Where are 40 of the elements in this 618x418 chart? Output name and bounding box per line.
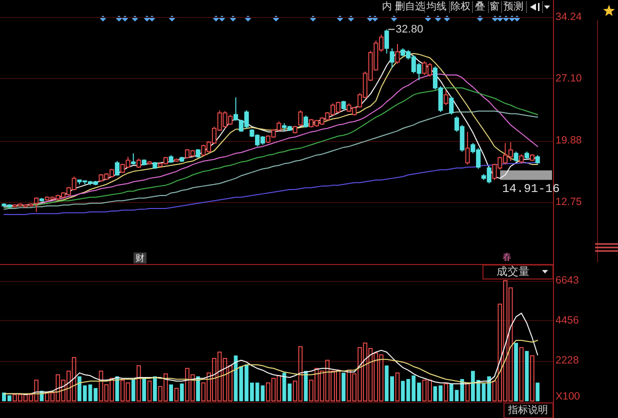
bar [180,384,184,402]
bar [131,379,136,402]
bar [530,355,534,402]
text: 指标说明 [507,404,548,416]
bar [395,372,400,402]
bar [115,376,120,402]
annotation: 春 [502,252,512,262]
bar [174,388,179,402]
annotation: 预测 [504,0,524,12]
annotation: 内 [382,0,392,12]
y-tick-label: 27.10 [556,72,582,84]
bar [304,370,308,402]
y-tick-label: 4456 [556,314,580,326]
annotation: 窗 [490,0,500,12]
annotation: 删自选 [395,0,425,12]
annotation: 均线 [426,0,446,12]
y-tick-label: 2228 [556,354,580,367]
bar [519,347,524,402]
bar [524,350,529,402]
bar [169,384,173,402]
annotation: 叠 [475,2,485,12]
bar [142,377,146,402]
annotation: 除权 [450,0,470,12]
y-axis-title: X100 [556,390,580,402]
bar [136,365,141,402]
y-tick-label: 34.24 [556,10,582,23]
y-tick-label: 19.88 [556,134,582,147]
bar [342,372,346,402]
annotation: 32.80 [396,23,424,36]
bar [465,382,470,402]
bar [152,376,157,402]
bar [147,380,152,402]
y-tick-label: 12.75 [556,196,582,208]
chart-title: 成交量 [496,265,530,278]
line-series [4,340,538,394]
bar [196,376,200,402]
bar [444,383,448,402]
bar [514,342,518,402]
y-tick-label: 6643 [556,274,580,287]
bar [536,382,540,402]
